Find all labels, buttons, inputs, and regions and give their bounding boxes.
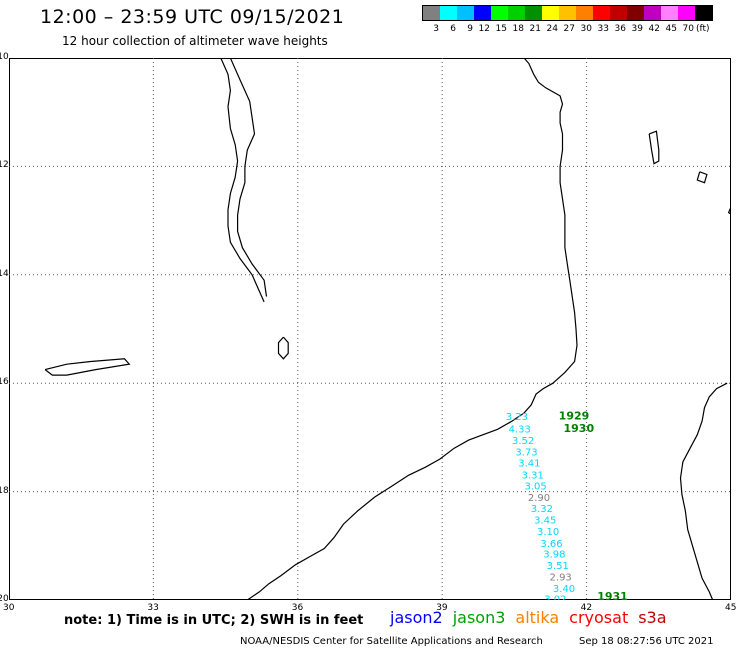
scale-label: 33 (597, 24, 609, 34)
lon-tick-label: 45 (725, 603, 737, 613)
color-scale-swatches (422, 5, 713, 21)
scale-label: 36 (614, 24, 626, 34)
lat-tick-label: -20 (0, 594, 9, 604)
wave-height-label: 4.33 (509, 425, 531, 436)
map-gridlines (9, 58, 731, 600)
lon-tick-label: 42 (580, 603, 593, 613)
wave-height-label: 3.45 (534, 516, 556, 527)
observation-labels: 3.23 4.333.523.733.413.313.052.903.323.45… (506, 412, 575, 600)
scale-label: 9 (467, 24, 473, 34)
coastline-lake_malawi_east (229, 58, 268, 297)
scale-swatch (474, 6, 491, 20)
map-frame (9, 58, 731, 600)
scale-unit: (ft) (696, 24, 710, 34)
scale-swatch (508, 6, 525, 20)
coastline-anjouan (696, 171, 708, 184)
coastline-africa_east (246, 58, 578, 600)
wave-height-label: 3.10 (537, 527, 559, 538)
scale-swatch (525, 6, 542, 20)
wave-height-label: 3.40 (553, 584, 575, 595)
coastline-lake_chilwa (277, 336, 289, 360)
scale-label: 21 (529, 24, 541, 34)
scale-swatch (423, 6, 440, 20)
scale-label: 6 (450, 24, 456, 34)
footer-timestamp: Sep 18 08:27:56 UTC 2021 (579, 636, 714, 647)
color-scale-labels: 3 6 9 12 15 18 21 24 27 30 33 36 39 42 45 70 (ft) (422, 24, 713, 34)
wave-height-label: 3.66 (540, 539, 562, 550)
satellite-legend: jason2 jason3 altika cryosat s3a (390, 608, 677, 627)
footer-credit: NOAA/NESDIS Center for Satellite Applica… (240, 636, 543, 647)
scale-label: 24 (546, 24, 558, 34)
wave-height-label: 3.52 (512, 436, 534, 447)
scale-label: 12 (478, 24, 490, 34)
wave-height-label: 3.05 (525, 481, 547, 492)
scale-swatch (559, 6, 576, 20)
footnote: note: 1) Time is in UTC; 2) SWH is in fe… (64, 613, 364, 628)
lat-tick-label: -12 (0, 160, 9, 171)
scale-label: 15 (495, 24, 507, 34)
wave-height-label: 3.23 (506, 412, 528, 423)
satellite-cryosat: cryosat (569, 608, 629, 627)
wave-height-color-scale: 3 6 9 12 15 18 21 24 27 30 33 36 39 42 45 70 (ft) (422, 5, 713, 34)
coastline-madagascar_west (679, 382, 728, 600)
coastline-mayotte (727, 205, 731, 216)
satellite-altika: altika (515, 608, 560, 627)
coastline-lake_malawi_west (220, 58, 265, 303)
scale-swatch (457, 6, 474, 20)
satellite-jason2: jason2 (390, 608, 443, 627)
coastline-comoros (648, 130, 660, 165)
map-title: 12:00 – 23:59 UTC 09/15/2021 (40, 6, 345, 28)
wave-height-label: 3.98 (543, 550, 565, 561)
wave-height-label: 3.31 (522, 471, 544, 482)
lat-tick-label: -18 (0, 485, 9, 496)
scale-swatch (661, 6, 678, 20)
scale-swatch (644, 6, 661, 20)
scale-swatch (593, 6, 610, 20)
lat-tick-label: -16 (0, 377, 9, 388)
wave-height-label: 3.32 (531, 504, 553, 515)
lon-tick-label: 30 (3, 603, 15, 613)
pass-time-label: 1929 (559, 410, 590, 423)
scale-swatch (678, 6, 695, 20)
map-subtitle: 12 hour collection of altimeter wave hei… (62, 34, 328, 48)
lon-tick-label: 33 (147, 603, 159, 613)
scale-label: 39 (631, 24, 643, 34)
scale-swatch (695, 6, 712, 20)
wave-height-label: 3.02 (544, 595, 566, 600)
pass-time-label: 1931 (597, 590, 628, 600)
pass-time-label: 1930 (563, 422, 594, 435)
wave-height-label: 3.73 (515, 447, 537, 458)
wave-height-label: 3.41 (518, 459, 540, 470)
altimeter-map: 3.23 4.333.523.733.413.313.052.903.323.45… (9, 58, 731, 600)
footer: NOAA/NESDIS Center for Satellite Applica… (240, 636, 713, 647)
scale-swatch (627, 6, 644, 20)
scale-swatch (576, 6, 593, 20)
lon-tick-label: 39 (436, 603, 448, 613)
wave-height-label: 2.93 (550, 572, 572, 583)
coastline-layer (44, 58, 731, 600)
wave-height-label: 3.51 (547, 561, 569, 572)
scale-swatch (610, 6, 627, 20)
lon-tick-label: 36 (291, 603, 304, 613)
scale-swatch (491, 6, 508, 20)
scale-label: 27 (563, 24, 575, 34)
wave-height-label: 2.90 (528, 493, 550, 504)
scale-label: 42 (648, 24, 660, 34)
lat-tick-label: -10 (0, 52, 9, 62)
scale-label: 30 (580, 24, 592, 34)
scale-swatch (542, 6, 559, 20)
scale-label: 18 (512, 24, 524, 34)
scale-label: 70 (682, 24, 694, 34)
satellite-jason3: jason3 (452, 608, 506, 627)
lat-tick-label: -14 (0, 268, 9, 279)
scale-swatch (440, 6, 457, 20)
scale-label: 3 (433, 24, 439, 34)
coastline-lake_bangweulu (44, 358, 131, 376)
satellite-s3a: s3a (638, 608, 667, 627)
scale-label: 45 (665, 24, 677, 34)
